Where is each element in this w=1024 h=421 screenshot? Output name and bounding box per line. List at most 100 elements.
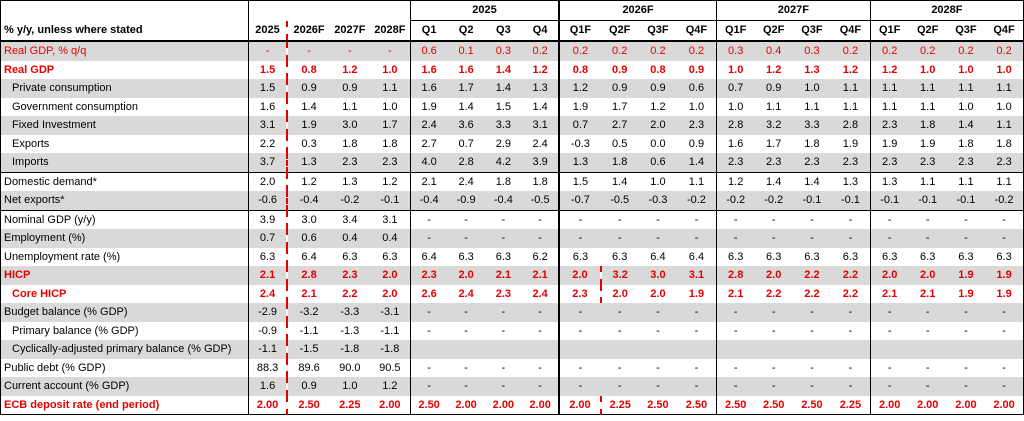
annual-cell: 1.1 [369, 79, 411, 98]
quarter-cell: 1.3 [804, 63, 820, 76]
annual-cell: 2.3 [369, 153, 411, 172]
quarter-cell: - [638, 229, 678, 248]
quarter-cell: 0.7 [715, 79, 755, 98]
quarter-cell: 0.9 [688, 63, 705, 76]
row-label: Real GDP [4, 63, 55, 76]
quarter-cell: 4.2 [484, 153, 522, 172]
quarter-cell: - [985, 358, 1024, 377]
quarter-cell: 2.00 [916, 398, 939, 411]
col-header: Q2F [917, 24, 939, 36]
quarter-cell: 1.4 [766, 175, 782, 188]
quarter-cell: 2.2 [842, 287, 859, 300]
quarter-cell: 2.3 [754, 153, 793, 172]
annual-cell: 0.9 [286, 377, 330, 396]
quarter-cell: 1.8 [532, 175, 548, 188]
annual-cell: - [369, 41, 411, 61]
annual-cell: -1.3 [340, 324, 360, 337]
annual-cell: 6.4 [286, 247, 330, 266]
annual-cell: 1.1 [342, 100, 358, 113]
quarter-cell: - [985, 210, 1024, 229]
table-row-imports: Imports 3.7 1.3 2.3 2.3 4.0 2.8 4.2 3.9 1.3 1.8 0.6… [0, 153, 1024, 172]
annual-cell: 3.4 [342, 213, 358, 226]
annual-cell: 0.3 [286, 134, 330, 153]
quarter-cell: 1.9 [985, 266, 1024, 285]
annual-cell: 2.2 [342, 287, 358, 300]
quarter-cell: 0.9 [688, 137, 705, 150]
row-label: Private consumption [0, 79, 249, 98]
annual-cell: 89.6 [286, 358, 330, 377]
quarter-cell: - [771, 324, 776, 337]
row-label: Unemployment rate (%) [4, 250, 121, 263]
quarter-cell: 0.9 [638, 79, 678, 98]
quarter-cell: 6.3 [612, 250, 628, 263]
quarter-cell: 1.0 [958, 100, 974, 113]
quarter-cell [484, 340, 522, 359]
quarter-cell: 2.0 [650, 287, 666, 300]
quarter-cell: 2.3 [831, 153, 871, 172]
quarter-cell: -0.1 [869, 191, 909, 210]
table-row-employment: Employment (%) 0.7 0.6 0.4 0.4- - - - - - - - - - - - - -… [0, 229, 1024, 248]
row-label: Real GDP, % q/q [0, 41, 249, 61]
col-header: Q3 [496, 24, 511, 36]
annual-cell: 2.8 [286, 266, 330, 285]
quarter-cell: 6.3 [958, 250, 974, 263]
quarter-cell: 2.3 [495, 287, 511, 300]
quarter-cell: 3.2 [754, 116, 793, 135]
quarter-cell: 0.2 [908, 41, 947, 61]
quarter-cell: - [677, 377, 717, 396]
quarter-cell [715, 340, 755, 359]
table-row-net-exports: Net exports* -0.6 -0.4 -0.2 -0.1 -0.4 -0.9 -0.4… [0, 191, 1024, 210]
quarter-cell: 2.3 [869, 116, 909, 135]
quarter-cell: 1.1 [958, 175, 974, 188]
quarter-cell: 2.1 [521, 266, 560, 285]
quarter-cell: 2.1 [869, 284, 909, 303]
quarter-cell: 3.3 [484, 116, 522, 135]
quarter-cell: 6.4 [650, 250, 666, 263]
quarter-cell: 1.2 [532, 63, 548, 76]
annual-cell: 3.7 [247, 153, 288, 172]
quarter-cell: 2.6 [409, 284, 448, 303]
quarter-cell: - [600, 303, 639, 322]
annual-cell: 1.0 [382, 63, 398, 76]
quarter-cell: 1.0 [688, 100, 705, 113]
quarter-cell: 2.50 [647, 398, 669, 411]
quarter-cell: 2.50 [762, 398, 785, 411]
col-header: Q2F [762, 24, 785, 36]
quarter-cell: 2.00 [558, 395, 601, 415]
quarter-cell: 1.9 [842, 137, 859, 150]
quarter-cell: -0.1 [831, 191, 871, 210]
quarter-cell: 6.4 [409, 247, 448, 266]
quarter-cell: 2.3 [985, 153, 1024, 172]
quarter-cell: 1.2 [650, 100, 666, 113]
quarter-cell: 3.2 [599, 266, 639, 285]
annual-cell: 2.0 [247, 172, 288, 191]
annual-cell: 0.6 [286, 229, 330, 248]
quarter-cell: 0.7 [458, 137, 474, 150]
annual-cell: 1.2 [342, 63, 358, 76]
quarter-cell: 0.2 [638, 41, 678, 61]
quarter-cell: - [409, 210, 448, 229]
quarter-cell [869, 340, 909, 359]
quarter-cell: - [484, 229, 522, 248]
row-label: Government consumption [12, 100, 138, 113]
annual-cell: -3.2 [286, 303, 330, 322]
quarter-cell: 1.6 [409, 60, 448, 79]
quarter-cell: - [558, 321, 601, 340]
quarter-cell: 2.4 [532, 287, 548, 300]
quarter-cell: - [810, 361, 814, 374]
quarter-cell: 1.4 [495, 63, 511, 76]
quarter-cell: - [715, 229, 755, 248]
table-row-real-gdp-qq: Real GDP, % q/q - - - -0.6 0.1 0.3 0.2 0.2 0.2 0.2… [0, 41, 1024, 61]
quarter-cell: 2.50 [409, 395, 448, 415]
quarter-cell: - [715, 210, 755, 229]
row-label: Exports [12, 137, 50, 150]
quarter-cell: 1.9 [409, 97, 448, 116]
quarter-cell: 2.25 [599, 395, 639, 415]
quarter-cell: - [964, 213, 968, 226]
quarter-cell: - [656, 361, 660, 374]
quarter-cell: - [715, 303, 755, 322]
quarter-cell: 2.2 [766, 287, 782, 300]
annual-cell: 2.3 [329, 266, 370, 285]
col-header: Q1F [715, 20, 755, 41]
quarter-cell: 1.9 [920, 137, 936, 150]
